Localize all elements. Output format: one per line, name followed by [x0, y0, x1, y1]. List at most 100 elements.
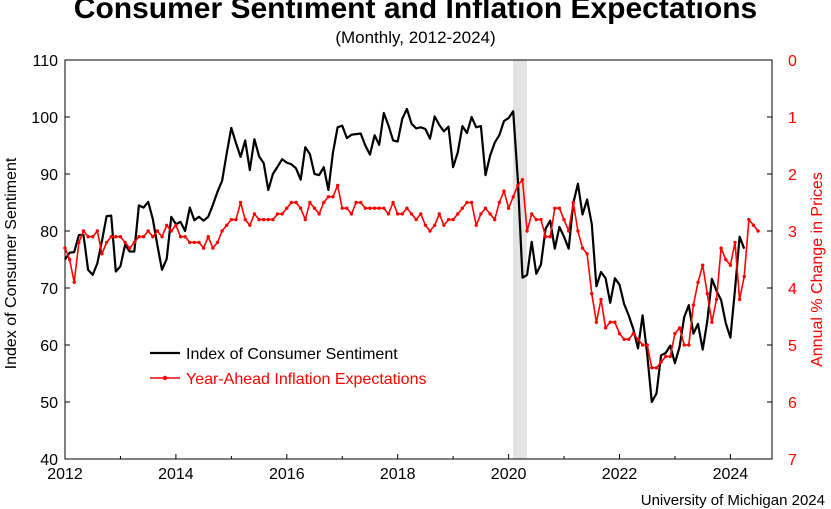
inflation-point	[127, 246, 132, 250]
inflation-point	[414, 217, 418, 222]
inflation-point	[714, 297, 719, 302]
inflation-point	[238, 200, 243, 205]
inflation-point	[201, 246, 206, 250]
inflation-point	[585, 252, 589, 256]
inflation-point	[733, 240, 737, 245]
inflation-point	[663, 354, 668, 359]
inflation-point	[719, 246, 723, 250]
right-tick-label: 6	[788, 395, 797, 412]
inflation-point	[252, 212, 257, 216]
inflation-point	[174, 223, 178, 227]
right-tick-label: 3	[788, 224, 797, 241]
x-tick-label: 2016	[269, 466, 305, 483]
inflation-point	[576, 229, 580, 233]
left-tick-label: 80	[40, 224, 58, 241]
inflation-point	[529, 212, 534, 216]
inflation-point	[562, 217, 566, 222]
inflation-point	[266, 217, 271, 222]
inflation-point	[506, 206, 511, 210]
inflation-point	[677, 326, 682, 330]
inflation-point	[67, 257, 72, 262]
inflation-point	[77, 240, 81, 245]
inflation-point	[627, 337, 631, 341]
inflation-point	[543, 235, 548, 239]
inflation-point	[728, 263, 733, 267]
x-tick-label: 2018	[380, 466, 416, 483]
inflation-point	[613, 320, 617, 324]
inflation-point	[673, 331, 677, 336]
inflation-point	[502, 189, 506, 193]
inflation-point	[428, 229, 432, 233]
inflation-point	[114, 235, 118, 239]
inflation-point	[395, 212, 400, 216]
inflation-point	[465, 200, 469, 205]
inflation-point	[141, 235, 146, 239]
inflation-point	[225, 223, 229, 227]
inflation-point	[257, 217, 261, 222]
inflation-point	[451, 217, 455, 222]
sentiment-line	[64, 107, 746, 404]
inflation-markers	[63, 178, 760, 370]
right-tick-label: 4	[788, 281, 797, 298]
right-tick-label: 1	[788, 110, 797, 127]
inflation-point	[164, 223, 169, 227]
inflation-point	[178, 235, 183, 239]
inflation-point	[391, 200, 395, 205]
inflation-point	[317, 212, 321, 216]
inflation-point	[636, 337, 640, 341]
inflation-point	[700, 263, 705, 267]
inflation-point	[243, 217, 247, 222]
left-tick-label: 50	[40, 395, 58, 412]
inflation-point	[335, 183, 340, 188]
inflation-point	[460, 206, 465, 210]
inflation-point	[553, 206, 557, 210]
left-tick-label: 70	[40, 281, 58, 298]
inflation-point	[280, 212, 284, 216]
inflation-point	[197, 240, 201, 245]
inflation-point	[446, 217, 451, 222]
inflation-point	[654, 366, 659, 370]
x-tick-label: 2024	[713, 466, 749, 483]
inflation-point	[691, 303, 696, 307]
inflation-point	[109, 235, 113, 239]
inflation-point	[571, 200, 575, 205]
inflation-point	[696, 280, 700, 284]
inflation-point	[650, 366, 654, 370]
right-tick-label: 5	[788, 338, 797, 355]
inflation-point	[183, 235, 187, 239]
right-tick-label: 0	[788, 53, 797, 70]
inflation-point	[123, 240, 127, 245]
left-tick-label: 40	[40, 452, 58, 469]
inflation-point	[497, 200, 502, 205]
inflation-point	[271, 217, 275, 222]
inflation-point	[340, 206, 344, 210]
left-tick-label: 90	[40, 167, 58, 184]
inflation-point	[548, 235, 552, 239]
inflation-point	[437, 212, 441, 216]
inflation-point	[409, 212, 414, 216]
inflation-point	[331, 195, 335, 199]
inflation-point	[479, 212, 483, 216]
inflation-line	[64, 178, 759, 369]
inflation-point	[160, 235, 164, 239]
inflation-point	[132, 240, 137, 245]
plot-frame	[64, 59, 773, 460]
inflation-point	[483, 206, 488, 210]
inflation-point	[432, 223, 437, 227]
inflation-point	[215, 240, 220, 245]
inflation-point	[520, 178, 525, 182]
left-tick-label: 60	[40, 338, 58, 355]
inflation-point	[511, 195, 515, 199]
right-tick-label: 7	[788, 452, 797, 469]
inflation-point	[603, 326, 608, 330]
inflation-point	[419, 212, 423, 216]
inflation-point	[386, 212, 391, 216]
inflation-point	[303, 217, 307, 222]
left-tick-label: 110	[32, 53, 58, 70]
source-note: University of Michigan 2024	[640, 492, 825, 509]
inflation-point	[169, 229, 173, 233]
inflation-point	[91, 235, 95, 239]
inflation-point	[539, 217, 543, 222]
inflation-point	[308, 200, 312, 205]
